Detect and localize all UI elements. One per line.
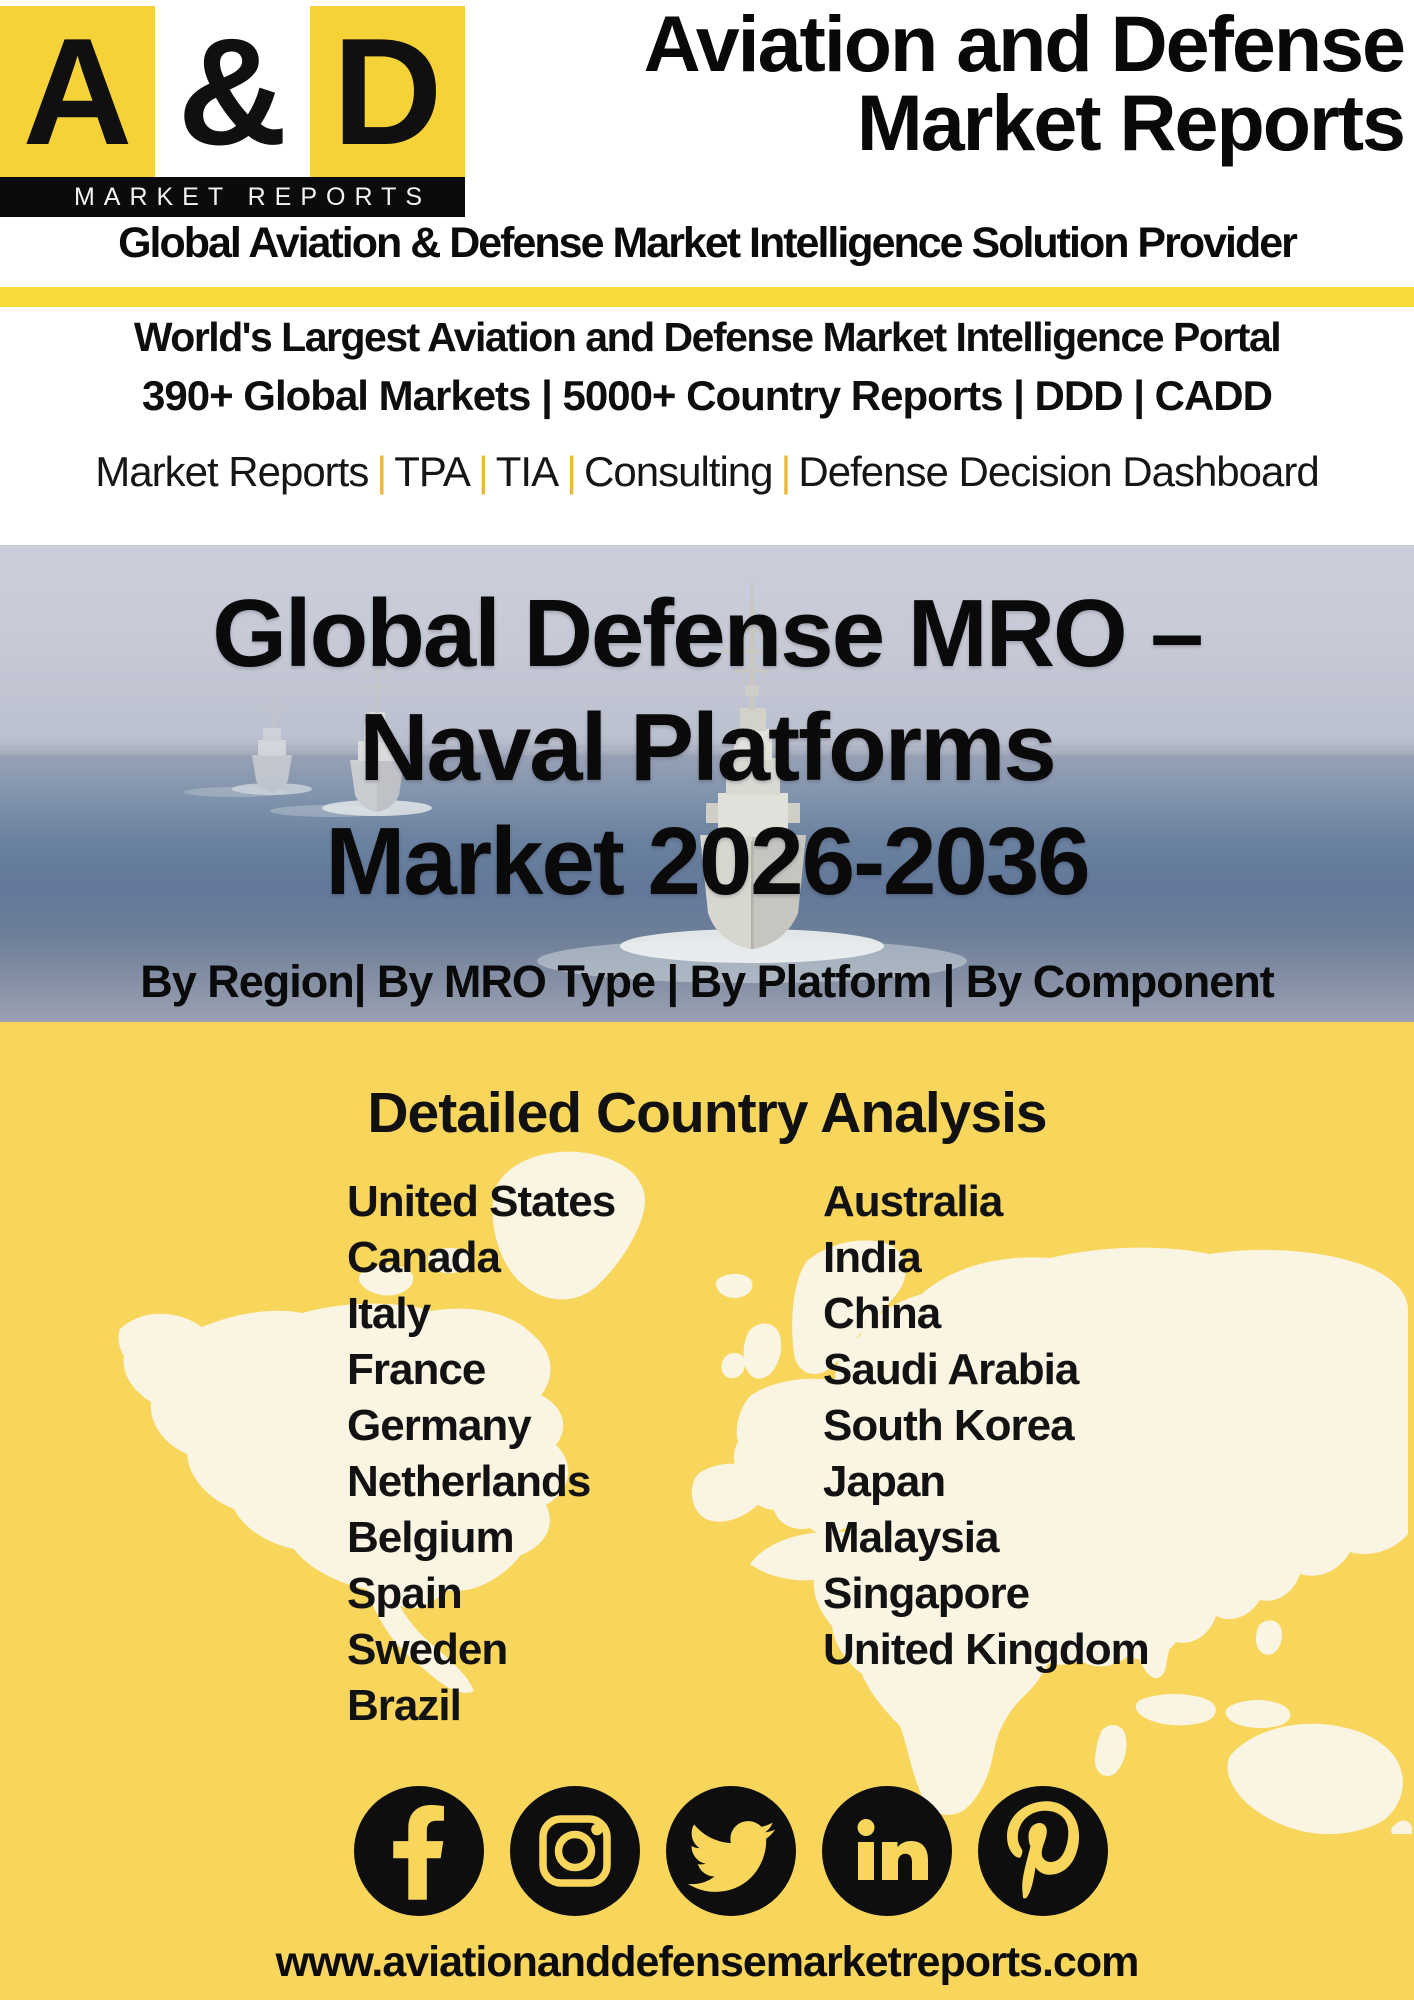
list-item: Malaysia bbox=[823, 1513, 999, 1562]
list-item: United States bbox=[347, 1177, 616, 1226]
list-item: Netherlands bbox=[347, 1457, 591, 1506]
list-item: Singapore bbox=[823, 1569, 1030, 1618]
list-item: China bbox=[823, 1289, 941, 1338]
list-item: Canada bbox=[347, 1233, 501, 1282]
logo-letter-d: D bbox=[310, 6, 465, 177]
brand-title: Aviation and Defense Market Reports bbox=[474, 0, 1406, 167]
service-tia: TIA bbox=[495, 448, 559, 495]
report-title-line1: Global Defense MRO – bbox=[212, 580, 1204, 687]
service-market-reports: Market Reports bbox=[95, 448, 369, 495]
instagram-icon[interactable] bbox=[510, 1786, 640, 1916]
social-icons-row bbox=[24, 1786, 1414, 1918]
world-map-silhouette bbox=[118, 1151, 1412, 1834]
service-tpa: TPA bbox=[394, 448, 471, 495]
logo-letter-blocks: A & D bbox=[0, 6, 465, 177]
list-item: France bbox=[347, 1345, 486, 1394]
warships-illustration bbox=[0, 583, 1414, 983]
brand-logo: A & D MARKET REPORTS bbox=[0, 6, 465, 217]
list-item: United Kingdom bbox=[823, 1625, 1150, 1674]
service-separator: | bbox=[566, 448, 577, 495]
twitter-icon[interactable] bbox=[666, 1786, 796, 1916]
logo-caption: MARKET REPORTS bbox=[73, 182, 432, 211]
country-list-left: United States Canada Italy France German… bbox=[347, 1174, 616, 1734]
list-item: Sweden bbox=[347, 1625, 508, 1674]
small-warship-far bbox=[184, 682, 312, 797]
website-url[interactable]: www.aviationanddefensemarketreports.com bbox=[275, 1938, 1140, 1986]
report-title-line2: Naval Platforms bbox=[359, 694, 1057, 801]
list-item: South Korea bbox=[823, 1401, 1075, 1450]
service-ddd: Defense Decision Dashboard bbox=[798, 448, 1319, 495]
logo-caption-bar: MARKET REPORTS bbox=[0, 177, 465, 217]
list-item: Belgium bbox=[347, 1513, 515, 1562]
logo-letter-amp: & bbox=[155, 6, 310, 177]
report-title-line3: Market 2026-2036 bbox=[325, 808, 1090, 915]
services-line: Market Reports | TPA | TIA | Consulting | Defens… bbox=[0, 448, 1414, 496]
brand-tagline: Global Aviation & Defense Market Intelli… bbox=[118, 219, 1298, 267]
list-item: Saudi Arabia bbox=[823, 1345, 1079, 1394]
country-list-right: Australia India China Saudi Arabia South… bbox=[823, 1174, 1150, 1678]
stats-line: 390+ Global Markets | 5000+ Country Repo… bbox=[142, 372, 1273, 419]
segmentation-line: By Region| By MRO Type | By Platform | B… bbox=[140, 956, 1275, 1007]
hero-banner: Global Defense MRO – Naval Platforms Mar… bbox=[0, 545, 1414, 1022]
service-separator: | bbox=[376, 448, 387, 495]
brand-title-line1: Aviation and Defense bbox=[643, 0, 1406, 88]
pinterest-icon[interactable] bbox=[978, 1786, 1108, 1916]
list-item: Australia bbox=[823, 1177, 1003, 1226]
yellow-divider-stripe bbox=[0, 287, 1414, 307]
list-item: Italy bbox=[347, 1289, 431, 1338]
linkedin-icon[interactable] bbox=[822, 1786, 952, 1916]
service-separator: | bbox=[780, 448, 792, 495]
country-section-heading: Detailed Country Analysis bbox=[367, 1081, 1047, 1145]
list-item: Brazil bbox=[347, 1681, 462, 1730]
service-separator: | bbox=[477, 448, 489, 495]
list-item: India bbox=[823, 1233, 922, 1282]
service-consulting: Consulting bbox=[584, 448, 773, 495]
facebook-icon[interactable] bbox=[354, 1786, 484, 1916]
large-warship bbox=[537, 583, 967, 983]
report-title: Global Defense MRO – Naval Platforms Mar… bbox=[0, 577, 1414, 919]
country-analysis-section: Detailed Country Analysis United States … bbox=[0, 1022, 1414, 2000]
list-item: Germany bbox=[347, 1401, 532, 1450]
portal-claim: World's Largest Aviation and Defense Mar… bbox=[133, 314, 1282, 360]
small-warship-near bbox=[270, 657, 432, 817]
logo-letter-a: A bbox=[0, 6, 155, 177]
list-item: Spain bbox=[347, 1569, 463, 1618]
list-item: Japan bbox=[823, 1457, 946, 1506]
brand-title-line2: Market Reports bbox=[856, 78, 1406, 167]
